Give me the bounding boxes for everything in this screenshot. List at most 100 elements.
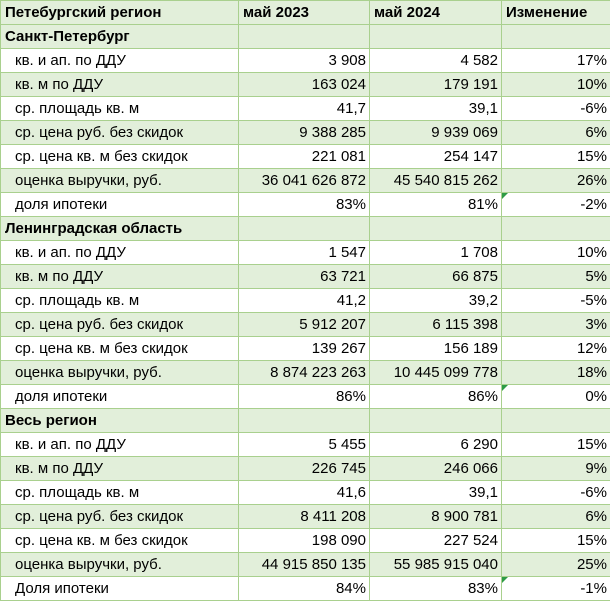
row-label-cell[interactable]: ср. площадь кв. м: [1, 97, 239, 121]
row-label-cell[interactable]: ср. площадь кв. м: [1, 289, 239, 313]
value-2023-cell[interactable]: 41,2: [239, 289, 370, 313]
value-2024-cell[interactable]: 156 189: [370, 337, 502, 361]
value-2024-cell[interactable]: 10 445 099 778: [370, 361, 502, 385]
value-2023-cell[interactable]: 221 081: [239, 145, 370, 169]
value-2023-cell[interactable]: 86%: [239, 385, 370, 409]
row-label-cell[interactable]: ср. цена кв. м без скидок: [1, 337, 239, 361]
row-label-cell[interactable]: кв. м по ДДУ: [1, 265, 239, 289]
row-label-cell[interactable]: ср. площадь кв. м: [1, 481, 239, 505]
change-cell[interactable]: 18%: [502, 361, 610, 385]
change-cell[interactable]: 25%: [502, 553, 610, 577]
row-label-cell[interactable]: оценка выручки, руб.: [1, 553, 239, 577]
row-label-cell[interactable]: кв. и ап. по ДДУ: [1, 241, 239, 265]
value-2023-cell[interactable]: 83%: [239, 193, 370, 217]
value-2024-cell[interactable]: 1 708: [370, 241, 502, 265]
value-2024-cell[interactable]: 66 875: [370, 265, 502, 289]
header-change[interactable]: Изменение: [502, 1, 610, 25]
row-label-cell[interactable]: кв. и ап. по ДДУ: [1, 49, 239, 73]
value-2024-cell[interactable]: 8 900 781: [370, 505, 502, 529]
value-2023-cell[interactable]: 8 411 208: [239, 505, 370, 529]
value-2024-cell[interactable]: 179 191: [370, 73, 502, 97]
value-2024-cell[interactable]: 39,1: [370, 97, 502, 121]
value-2023-cell[interactable]: 8 874 223 263: [239, 361, 370, 385]
row-label-cell[interactable]: доля ипотеки: [1, 385, 239, 409]
empty-cell[interactable]: [239, 25, 370, 49]
change-cell[interactable]: 15%: [502, 145, 610, 169]
value-2024-cell[interactable]: 246 066: [370, 457, 502, 481]
change-cell[interactable]: 3%: [502, 313, 610, 337]
row-label-cell[interactable]: кв. м по ДДУ: [1, 73, 239, 97]
section-title[interactable]: Санкт-Петербург: [1, 25, 239, 49]
change-cell[interactable]: 26%: [502, 169, 610, 193]
change-cell[interactable]: 15%: [502, 433, 610, 457]
value-2024-cell[interactable]: 6 115 398: [370, 313, 502, 337]
value-2023-cell[interactable]: 198 090: [239, 529, 370, 553]
row-label-cell[interactable]: ср. цена руб. без скидок: [1, 313, 239, 337]
value-2023-cell[interactable]: 5 912 207: [239, 313, 370, 337]
value-2024-cell[interactable]: 227 524: [370, 529, 502, 553]
value-2024-cell[interactable]: 55 985 915 040: [370, 553, 502, 577]
empty-cell[interactable]: [370, 25, 502, 49]
row-label-cell[interactable]: кв. м по ДДУ: [1, 457, 239, 481]
row-label-cell[interactable]: оценка выручки, руб.: [1, 361, 239, 385]
change-cell[interactable]: 6%: [502, 121, 610, 145]
empty-cell[interactable]: [239, 217, 370, 241]
change-cell[interactable]: 12%: [502, 337, 610, 361]
value-2024-cell[interactable]: 254 147: [370, 145, 502, 169]
change-cell[interactable]: 10%: [502, 73, 610, 97]
change-cell[interactable]: -6%: [502, 481, 610, 505]
empty-cell[interactable]: [239, 409, 370, 433]
row-label-cell[interactable]: доля ипотеки: [1, 193, 239, 217]
change-cell[interactable]: 6%: [502, 505, 610, 529]
change-cell[interactable]: 10%: [502, 241, 610, 265]
change-cell[interactable]: -6%: [502, 97, 610, 121]
change-cell[interactable]: -5%: [502, 289, 610, 313]
change-cell[interactable]: 17%: [502, 49, 610, 73]
value-2023-cell[interactable]: 41,6: [239, 481, 370, 505]
value-2024-cell[interactable]: 39,2: [370, 289, 502, 313]
row-label-cell[interactable]: ср. цена руб. без скидок: [1, 121, 239, 145]
empty-cell[interactable]: [502, 409, 610, 433]
value-2023-cell[interactable]: 63 721: [239, 265, 370, 289]
empty-cell[interactable]: [370, 409, 502, 433]
row-label-cell[interactable]: ср. цена руб. без скидок: [1, 505, 239, 529]
value-2023-cell[interactable]: 1 547: [239, 241, 370, 265]
value-2024-cell[interactable]: 6 290: [370, 433, 502, 457]
value-2023-cell[interactable]: 36 041 626 872: [239, 169, 370, 193]
row-label-cell[interactable]: оценка выручки, руб.: [1, 169, 239, 193]
value-2023-cell[interactable]: 9 388 285: [239, 121, 370, 145]
change-cell[interactable]: 15%: [502, 529, 610, 553]
value-2024-cell[interactable]: 9 939 069: [370, 121, 502, 145]
empty-cell[interactable]: [370, 217, 502, 241]
value-2023-cell[interactable]: 139 267: [239, 337, 370, 361]
header-region[interactable]: Петебургский регион: [1, 1, 239, 25]
empty-cell[interactable]: [502, 217, 610, 241]
row-label-cell[interactable]: ср. цена кв. м без скидок: [1, 145, 239, 169]
value-2024-cell[interactable]: 39,1: [370, 481, 502, 505]
empty-cell[interactable]: [502, 25, 610, 49]
value-2024-cell[interactable]: 4 582: [370, 49, 502, 73]
row-label-cell[interactable]: ср. цена кв. м без скидок: [1, 529, 239, 553]
value-2023-cell[interactable]: 5 455: [239, 433, 370, 457]
value-2024-cell[interactable]: 45 540 815 262: [370, 169, 502, 193]
value-2023-cell[interactable]: 44 915 850 135: [239, 553, 370, 577]
row-label-cell[interactable]: кв. и ап. по ДДУ: [1, 433, 239, 457]
value-2024-cell[interactable]: 81%: [370, 193, 502, 217]
value-2024-cell[interactable]: 86%: [370, 385, 502, 409]
change-cell[interactable]: 9%: [502, 457, 610, 481]
value-2023-cell[interactable]: 163 024: [239, 73, 370, 97]
value-2023-cell[interactable]: 226 745: [239, 457, 370, 481]
value-2023-cell[interactable]: 41,7: [239, 97, 370, 121]
value-2023-cell[interactable]: 3 908: [239, 49, 370, 73]
header-may-2024[interactable]: май 2024: [370, 1, 502, 25]
section-title[interactable]: Ленинградская область: [1, 217, 239, 241]
header-may-2023[interactable]: май 2023: [239, 1, 370, 25]
change-cell[interactable]: 5%: [502, 265, 610, 289]
change-cell[interactable]: 0%: [502, 385, 610, 409]
change-cell[interactable]: -2%: [502, 193, 610, 217]
section-title[interactable]: Весь регион: [1, 409, 239, 433]
